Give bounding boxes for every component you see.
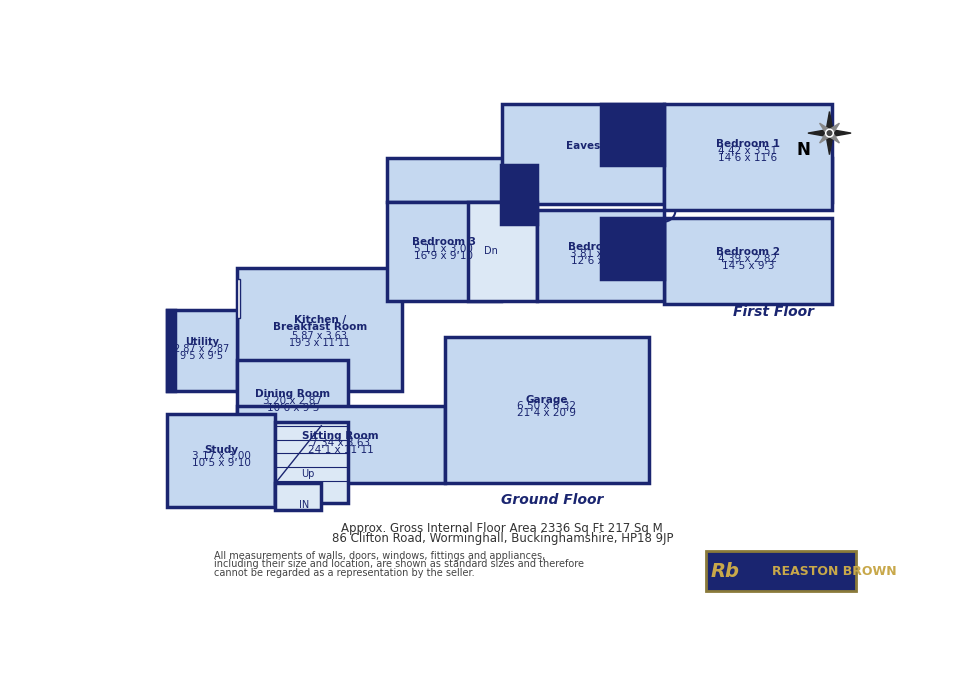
Text: 21‘4 x 20‘9: 21‘4 x 20‘9: [517, 408, 576, 419]
Text: Sitting Room: Sitting Room: [302, 432, 379, 441]
Text: 12‘6 x 12‘0: 12‘6 x 12‘0: [570, 256, 629, 266]
Bar: [387, 202, 501, 301]
Text: Eaves: Eaves: [566, 141, 600, 151]
Text: Study: Study: [204, 444, 238, 455]
Bar: [168, 414, 275, 507]
Text: Bedroom 4: Bedroom 4: [568, 242, 632, 252]
Polygon shape: [819, 131, 832, 143]
Circle shape: [825, 129, 833, 137]
Bar: [601, 104, 664, 165]
Bar: [387, 158, 832, 202]
Text: 16‘9 x 9‘10: 16‘9 x 9‘10: [415, 251, 473, 260]
Polygon shape: [819, 123, 832, 135]
Polygon shape: [826, 111, 833, 133]
Text: Breakfast Room: Breakfast Room: [272, 322, 367, 332]
Bar: [275, 422, 348, 502]
Bar: [168, 310, 236, 391]
Bar: [664, 104, 832, 210]
Text: 24‘1 x 11‘11: 24‘1 x 11‘11: [308, 446, 373, 455]
Bar: [664, 218, 832, 304]
Bar: [236, 406, 445, 484]
Text: Ground Floor: Ground Floor: [501, 493, 604, 507]
Text: 9‘5 x 9‘5: 9‘5 x 9‘5: [180, 351, 223, 361]
Text: Approx. Gross Internal Floor Area 2336 Sq Ft 217 Sq M: Approx. Gross Internal Floor Area 2336 S…: [341, 522, 663, 535]
Text: including their size and location, are shown as standard sizes and therefore: including their size and location, are s…: [214, 559, 583, 570]
Text: Bedroom 2: Bedroom 2: [715, 246, 780, 257]
Text: 4.39 x 2.82: 4.39 x 2.82: [718, 253, 777, 264]
Text: 6.50 x 6.32: 6.50 x 6.32: [517, 401, 576, 412]
Bar: [168, 310, 175, 391]
Text: Bedroom 1: Bedroom 1: [715, 139, 780, 149]
Text: Bedroom 3: Bedroom 3: [412, 237, 475, 246]
Circle shape: [827, 131, 832, 136]
Text: 10‘6 x 9‘5: 10‘6 x 9‘5: [267, 403, 319, 413]
Text: 5.87 x 3.63: 5.87 x 3.63: [292, 331, 347, 340]
Bar: [537, 210, 664, 301]
Text: 14‘5 x 9‘3: 14‘5 x 9‘3: [721, 260, 774, 271]
Text: 7.34 x 3.63: 7.34 x 3.63: [311, 439, 370, 448]
Bar: [445, 337, 649, 484]
Bar: [503, 104, 664, 204]
Text: REASTON BROWN: REASTON BROWN: [772, 565, 897, 578]
Text: Dn: Dn: [484, 246, 498, 256]
Polygon shape: [827, 123, 840, 135]
Bar: [275, 484, 321, 511]
Text: Utility: Utility: [185, 337, 219, 347]
Text: 86 Clifton Road, Worminghall, Buckinghamshire, HP18 9JP: 86 Clifton Road, Worminghall, Buckingham…: [331, 532, 673, 545]
Text: 19‘3 x 11‘11: 19‘3 x 11‘11: [289, 338, 350, 347]
Text: Dining Room: Dining Room: [255, 389, 330, 399]
Text: 2.87 x 2.87: 2.87 x 2.87: [174, 344, 229, 354]
Text: Rb: Rb: [711, 562, 740, 581]
Text: N: N: [797, 141, 810, 159]
Text: 5.11 x 3.00: 5.11 x 3.00: [415, 244, 473, 253]
Polygon shape: [826, 133, 833, 154]
Polygon shape: [827, 131, 840, 143]
Bar: [236, 268, 402, 391]
Bar: [236, 361, 348, 445]
Text: 3.17 x 3.00: 3.17 x 3.00: [192, 451, 251, 462]
Bar: [707, 552, 857, 591]
Text: Up: Up: [301, 469, 315, 479]
Polygon shape: [829, 129, 851, 137]
Bar: [601, 218, 664, 280]
Bar: [236, 280, 240, 318]
Text: IN: IN: [299, 500, 310, 510]
Text: 3.20 x 2.87: 3.20 x 2.87: [264, 396, 322, 406]
Polygon shape: [808, 129, 829, 137]
Text: First Floor: First Floor: [733, 305, 814, 320]
Bar: [501, 165, 537, 224]
Text: 4.42 x 3.51: 4.42 x 3.51: [718, 146, 777, 156]
Text: 14‘6 x 11‘6: 14‘6 x 11‘6: [718, 153, 777, 163]
Text: Garage: Garage: [525, 394, 568, 405]
Text: All measurements of walls, doors, windows, fittings and appliances,: All measurements of walls, doors, window…: [214, 551, 545, 561]
Bar: [467, 202, 537, 301]
Text: 3.81 x 3.66: 3.81 x 3.66: [570, 249, 629, 259]
Text: cannot be regarded as a representation by the seller.: cannot be regarded as a representation b…: [214, 567, 474, 578]
Text: Kitchen /: Kitchen /: [294, 315, 346, 325]
Text: 10‘5 x 9‘10: 10‘5 x 9‘10: [192, 458, 251, 468]
